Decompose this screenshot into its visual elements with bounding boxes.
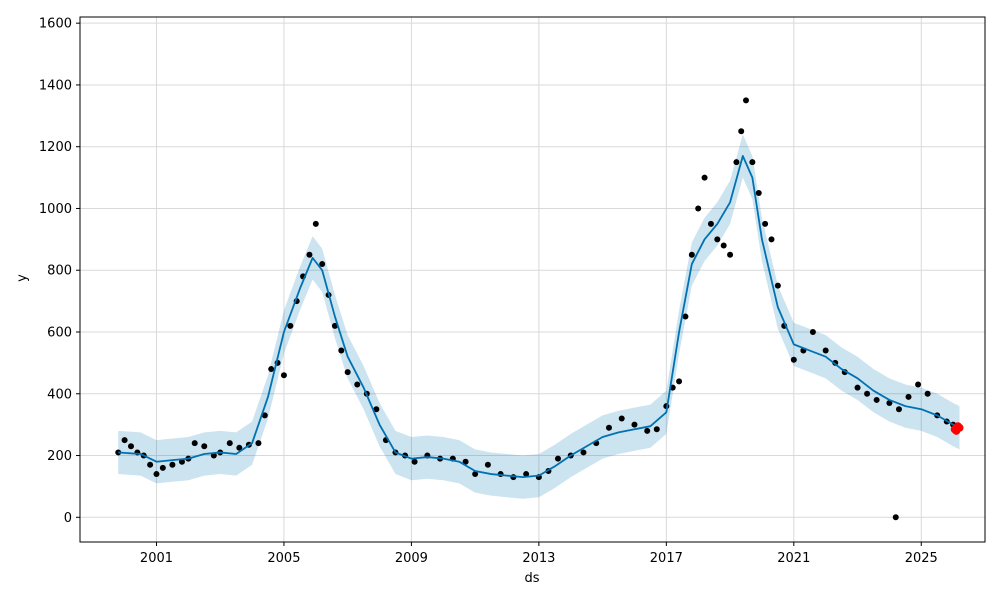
y-tick-label: 1000 bbox=[39, 202, 72, 217]
x-tick-label: 2001 bbox=[140, 551, 173, 566]
observed-point bbox=[822, 347, 829, 354]
observed-point bbox=[854, 384, 861, 391]
observed-point bbox=[127, 443, 134, 450]
x-tick-label: 2021 bbox=[777, 551, 810, 566]
observed-point bbox=[287, 322, 294, 329]
forecast-line bbox=[118, 155, 960, 479]
observed-point bbox=[255, 440, 262, 447]
observed-point bbox=[472, 471, 479, 478]
observed-point bbox=[743, 97, 749, 104]
observed-point bbox=[733, 159, 740, 166]
observed-point bbox=[306, 251, 313, 258]
grid-layer bbox=[80, 17, 985, 542]
observed-point bbox=[354, 381, 361, 388]
x-tick-label: 2009 bbox=[395, 551, 428, 566]
observed-point bbox=[147, 461, 154, 468]
observed-point bbox=[774, 282, 781, 289]
observed-point bbox=[344, 369, 351, 376]
observed-point bbox=[580, 449, 587, 456]
y-tick-label: 200 bbox=[47, 449, 72, 464]
observed-point bbox=[338, 347, 345, 354]
axes-layer bbox=[79, 16, 986, 543]
highlight-point bbox=[955, 423, 964, 432]
observed-point bbox=[644, 427, 651, 434]
ticks-layer: 2001 2005 2009 2013 2017 2021 2025 0 200 400 600 80… bbox=[39, 17, 938, 566]
observed-point bbox=[605, 424, 612, 431]
observed-point bbox=[701, 174, 708, 181]
y-tick-label: 0 bbox=[64, 511, 72, 526]
observed-point bbox=[707, 220, 714, 227]
observed-point bbox=[749, 159, 756, 166]
observed-point bbox=[915, 381, 922, 388]
observed-point bbox=[226, 440, 233, 447]
y-tick-label: 1200 bbox=[39, 140, 72, 155]
observed-point bbox=[236, 444, 243, 451]
observed-point bbox=[261, 412, 268, 419]
observed-point bbox=[762, 220, 769, 227]
observed-point bbox=[924, 390, 931, 397]
x-tick-label: 2005 bbox=[267, 551, 300, 566]
y-tick-label: 1400 bbox=[39, 78, 72, 93]
observed-point bbox=[201, 443, 208, 450]
observed-point bbox=[738, 128, 745, 135]
x-tick-label: 2017 bbox=[650, 551, 683, 566]
observed-point bbox=[159, 464, 166, 471]
x-axis-title: ds bbox=[524, 571, 539, 586]
observed-point bbox=[554, 455, 561, 462]
observed-point bbox=[768, 236, 775, 243]
observed-point bbox=[864, 390, 871, 397]
y-tick-label: 400 bbox=[47, 387, 72, 402]
observed-point bbox=[631, 421, 638, 428]
x-tick-label: 2013 bbox=[522, 551, 555, 566]
observed-point bbox=[462, 458, 469, 465]
observed-point bbox=[411, 458, 418, 465]
observed-point bbox=[676, 378, 683, 385]
y-axis-title: y bbox=[15, 274, 30, 282]
x-tick-label: 2025 bbox=[905, 551, 938, 566]
observed-point bbox=[682, 313, 689, 320]
observed-point bbox=[886, 400, 893, 407]
observed-point bbox=[809, 329, 816, 335]
observed-point bbox=[191, 440, 198, 447]
observed-point bbox=[312, 220, 319, 227]
observed-point bbox=[169, 461, 176, 468]
observed-point bbox=[280, 372, 287, 379]
y-tick-label: 600 bbox=[47, 326, 72, 341]
observed-point bbox=[688, 251, 695, 258]
observed-point bbox=[755, 190, 762, 197]
observed-point bbox=[618, 415, 625, 422]
observed-point bbox=[653, 426, 660, 433]
observed-point bbox=[695, 205, 702, 212]
observed-point bbox=[895, 406, 902, 413]
observed-point bbox=[720, 242, 727, 249]
observed-point bbox=[727, 251, 734, 258]
observed-point bbox=[153, 471, 160, 478]
observed-point bbox=[121, 437, 128, 444]
observed-point bbox=[905, 393, 912, 400]
observed-point bbox=[523, 471, 530, 478]
observed-point bbox=[319, 261, 326, 268]
observed-point bbox=[373, 406, 380, 413]
observed-point bbox=[714, 236, 721, 243]
y-tick-label: 800 bbox=[47, 264, 72, 279]
y-tick-label: 1600 bbox=[39, 17, 72, 32]
highlight-points-layer bbox=[950, 422, 964, 435]
observed-point bbox=[790, 356, 797, 363]
uncertainty-band bbox=[118, 134, 960, 499]
plot-frame bbox=[79, 16, 986, 543]
observed-point bbox=[873, 396, 880, 403]
forecast-line-layer bbox=[118, 155, 960, 479]
outlier-point bbox=[892, 514, 899, 521]
observed-point bbox=[331, 322, 338, 329]
uncertainty-band-layer bbox=[118, 134, 960, 499]
observed-point bbox=[268, 366, 275, 373]
observed-point bbox=[484, 461, 491, 468]
